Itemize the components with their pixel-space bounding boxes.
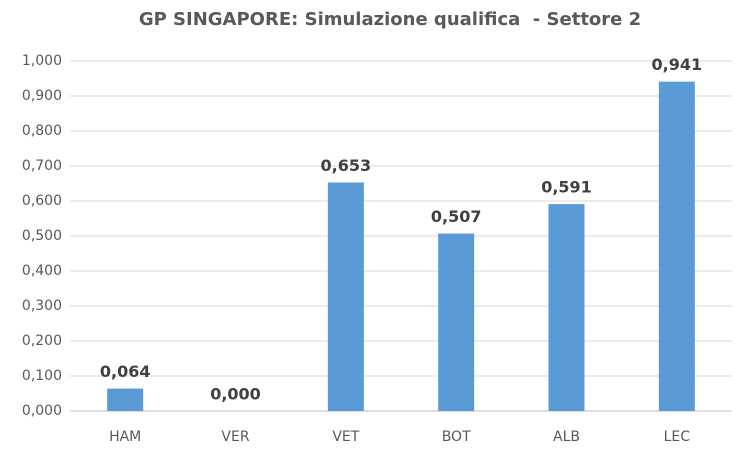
x-tick-label: VET [332,429,359,445]
x-tick-label: HAM [109,429,141,445]
bar [438,233,475,411]
x-tick-label: ALB [553,429,580,445]
value-label: 0,941 [652,55,703,74]
y-tick-label: 0,500 [22,228,62,244]
value-label: 0,507 [431,207,482,226]
value-label: 0,000 [210,385,261,404]
value-label: 0,653 [321,156,372,175]
y-tick-label: 0,100 [22,368,62,384]
y-tick-label: 0,900 [22,88,62,104]
bar [107,388,144,411]
y-tick-label: 0,600 [22,193,62,209]
y-tick-label: 0,800 [22,123,62,139]
value-label: 0,064 [100,362,151,381]
y-tick-label: 0,400 [22,263,62,279]
value-label: 0,591 [541,178,592,197]
y-tick-label: 0,000 [22,403,62,419]
x-tick-label: BOT [442,429,471,445]
bar [548,204,585,411]
y-tick-label: 0,300 [22,298,62,314]
bar [658,81,695,412]
chart-title: GP SINGAPORE: Simulazione qualifica - Se… [139,9,641,30]
x-tick-label: VER [221,429,249,445]
y-tick-label: 0,700 [22,158,62,174]
bar [327,182,364,411]
x-tick-label: LEC [664,429,691,445]
y-tick-label: 1,000 [22,53,62,69]
y-tick-label: 0,200 [22,333,62,349]
